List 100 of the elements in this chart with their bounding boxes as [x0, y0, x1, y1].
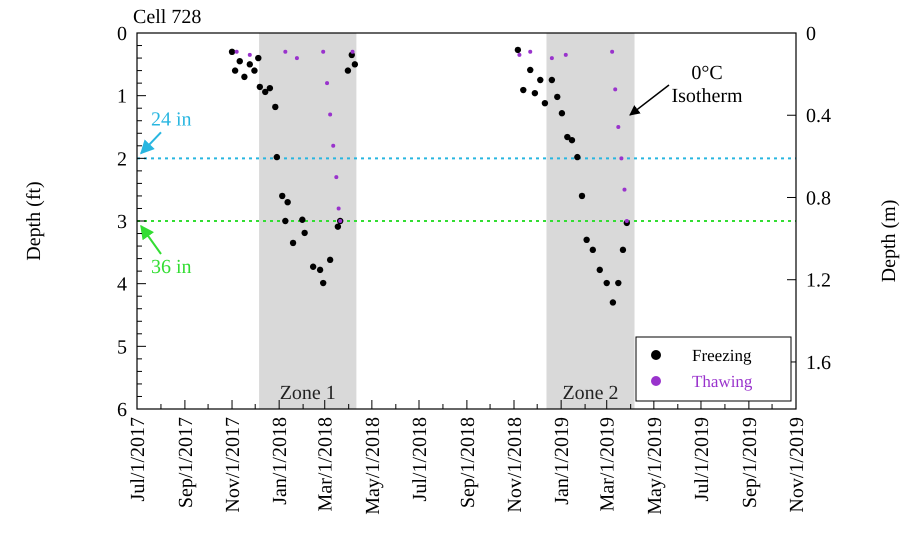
point — [548, 76, 556, 84]
point — [282, 218, 289, 224]
x-tick-label: Sep/1/2019 — [738, 417, 761, 508]
legend-label: Freezing — [692, 346, 752, 365]
x-tick-label: Jan/1/2018 — [269, 417, 292, 505]
point — [320, 280, 326, 286]
point — [528, 50, 532, 54]
point — [328, 112, 332, 116]
point — [255, 54, 262, 62]
x-tick-label: Sep/1/2018 — [456, 417, 479, 508]
point — [604, 280, 610, 286]
x-tick-label: Jul/1/2019 — [690, 417, 713, 502]
point — [316, 266, 324, 274]
x-tick-label: Nov/1/2018 — [504, 417, 526, 513]
point — [331, 144, 336, 148]
point — [615, 280, 622, 286]
point — [350, 50, 355, 54]
point — [344, 67, 352, 74]
point — [266, 84, 274, 92]
point — [334, 175, 338, 180]
y-tick-label: 5 — [117, 336, 127, 358]
y-tick-label: 6 — [117, 399, 127, 421]
ref-line-label: 24 in — [151, 108, 192, 130]
legend-label: Thawing — [692, 372, 753, 391]
point — [336, 206, 341, 210]
point — [616, 125, 620, 129]
point — [272, 104, 278, 110]
point — [251, 67, 258, 74]
point — [542, 100, 548, 106]
point — [622, 188, 626, 192]
point — [610, 299, 616, 306]
point — [241, 74, 248, 80]
point — [564, 52, 568, 57]
point — [520, 86, 526, 94]
x-tick-label: Mar/1/2019 — [596, 417, 619, 512]
y-tick-label: 0 — [117, 23, 127, 45]
point — [537, 76, 544, 84]
x-tick-label: Jul/1/2018 — [408, 417, 431, 502]
chart-title: Cell 728 — [133, 6, 202, 28]
y-tick-label: 3 — [117, 211, 127, 233]
point — [568, 136, 576, 144]
y-tick-label: 4 — [117, 274, 127, 296]
x-tick-label: May/1/2018 — [362, 417, 384, 515]
point — [301, 230, 308, 236]
point — [232, 67, 238, 74]
point — [550, 56, 554, 60]
point — [596, 266, 603, 274]
point — [274, 154, 280, 160]
annotation: 0°C Isotherm — [671, 62, 743, 107]
point — [527, 66, 534, 74]
point — [624, 219, 629, 223]
point — [236, 58, 243, 64]
ref-line-label: 36 in — [151, 256, 192, 278]
y-tick-label: 2 — [117, 148, 127, 170]
y2-tick-label: 0 — [806, 23, 816, 45]
x-tick-label: Nov/1/2019 — [786, 417, 808, 513]
y-axis-title: Depth (ft) — [23, 181, 45, 261]
point — [283, 50, 288, 54]
point — [321, 50, 326, 54]
point — [262, 88, 268, 96]
point — [564, 134, 571, 140]
x-tick-label: Jan/1/2019 — [551, 417, 574, 505]
point — [613, 87, 618, 92]
point — [558, 110, 566, 116]
point — [234, 50, 239, 54]
point — [514, 46, 522, 54]
point — [299, 216, 306, 223]
point — [619, 156, 624, 160]
point — [352, 61, 358, 68]
band-label: Zone 2 — [562, 382, 619, 404]
point — [517, 52, 522, 57]
x-tick-label: Sep/1/2017 — [174, 417, 197, 508]
point — [578, 192, 586, 200]
y2-tick-label: 1.6 — [806, 352, 831, 374]
y2-tick-label: 1.2 — [806, 270, 831, 292]
x-tick-label: Jul/1/2017 — [127, 417, 149, 502]
point — [290, 240, 296, 246]
x-tick-label: Nov/1/2017 — [222, 417, 244, 513]
y2-axis-title: Depth (m) — [878, 200, 900, 282]
point — [326, 256, 334, 264]
point — [228, 48, 236, 55]
point — [334, 223, 342, 230]
band-label: Zone 1 — [280, 382, 336, 404]
point — [279, 192, 286, 200]
x-tick-label: Mar/1/2018 — [314, 417, 337, 512]
point — [554, 94, 560, 100]
point — [590, 246, 596, 254]
point — [284, 199, 291, 206]
point — [583, 236, 590, 243]
point — [256, 84, 264, 90]
point — [310, 264, 316, 270]
point — [610, 50, 614, 54]
point — [248, 52, 252, 57]
point — [246, 61, 253, 68]
point — [620, 246, 626, 254]
y2-tick-label: 0.4 — [806, 105, 831, 128]
point — [532, 90, 538, 96]
y-tick-label: 1 — [117, 86, 127, 108]
y2-tick-label: 0.8 — [806, 187, 831, 210]
x-tick-label: May/1/2019 — [644, 417, 666, 515]
